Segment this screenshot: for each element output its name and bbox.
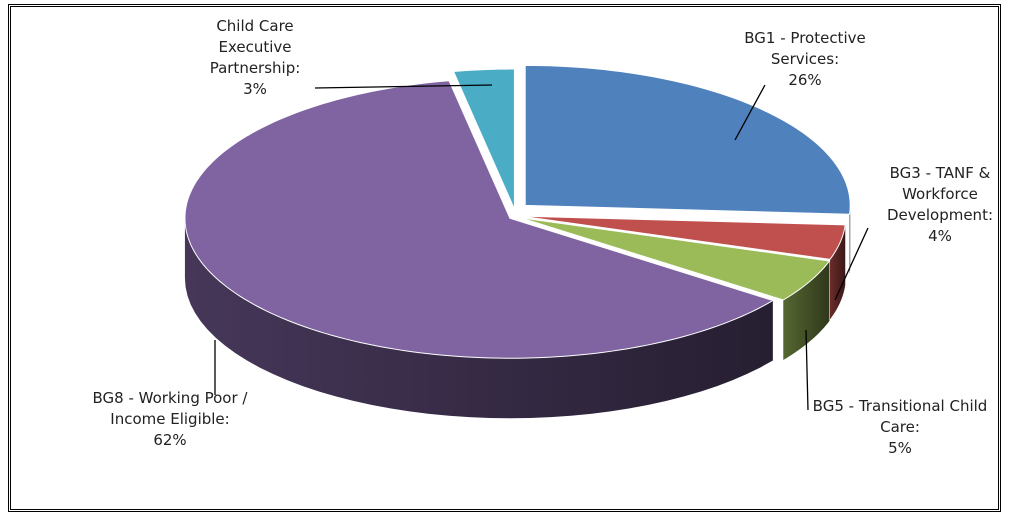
slice-side bbox=[829, 224, 846, 320]
slice-side bbox=[849, 205, 851, 275]
category-label: BG8 - Working Poor / Income Eligible: bbox=[92, 389, 248, 428]
slice bbox=[524, 64, 851, 215]
category-label: BG5 - Transitional Child Care: bbox=[812, 397, 988, 436]
leader-line bbox=[314, 84, 493, 89]
slice-side bbox=[184, 218, 773, 419]
slice-label: BG1 - Protective Services: 26% bbox=[720, 28, 890, 91]
leader-line bbox=[734, 84, 766, 141]
slice bbox=[452, 68, 515, 210]
slice bbox=[520, 217, 831, 301]
value-label: 62% bbox=[153, 431, 187, 449]
slice bbox=[184, 80, 775, 359]
category-label: Child Care Executive Partnership: bbox=[209, 17, 301, 77]
slice-label: BG3 - TANF & Workforce Development: 4% bbox=[865, 163, 1013, 247]
slice-label: Child Care Executive Partnership: 3% bbox=[180, 16, 330, 100]
value-label: 3% bbox=[243, 80, 267, 98]
value-label: 4% bbox=[928, 227, 952, 245]
value-label: 5% bbox=[888, 439, 912, 457]
slice bbox=[520, 215, 846, 260]
leader-line bbox=[805, 329, 809, 411]
slice-side bbox=[783, 260, 830, 361]
category-label: BG1 - Protective Services: bbox=[744, 29, 866, 68]
slice-label: BG8 - Working Poor / Income Eligible: 62% bbox=[90, 388, 250, 451]
category-label: BG3 - TANF & Workforce Development: bbox=[886, 164, 994, 224]
slice-label: BG5 - Transitional Child Care: 5% bbox=[800, 396, 1000, 459]
chart-frame bbox=[8, 4, 1001, 512]
leader-line bbox=[834, 227, 869, 301]
value-label: 26% bbox=[788, 71, 822, 89]
